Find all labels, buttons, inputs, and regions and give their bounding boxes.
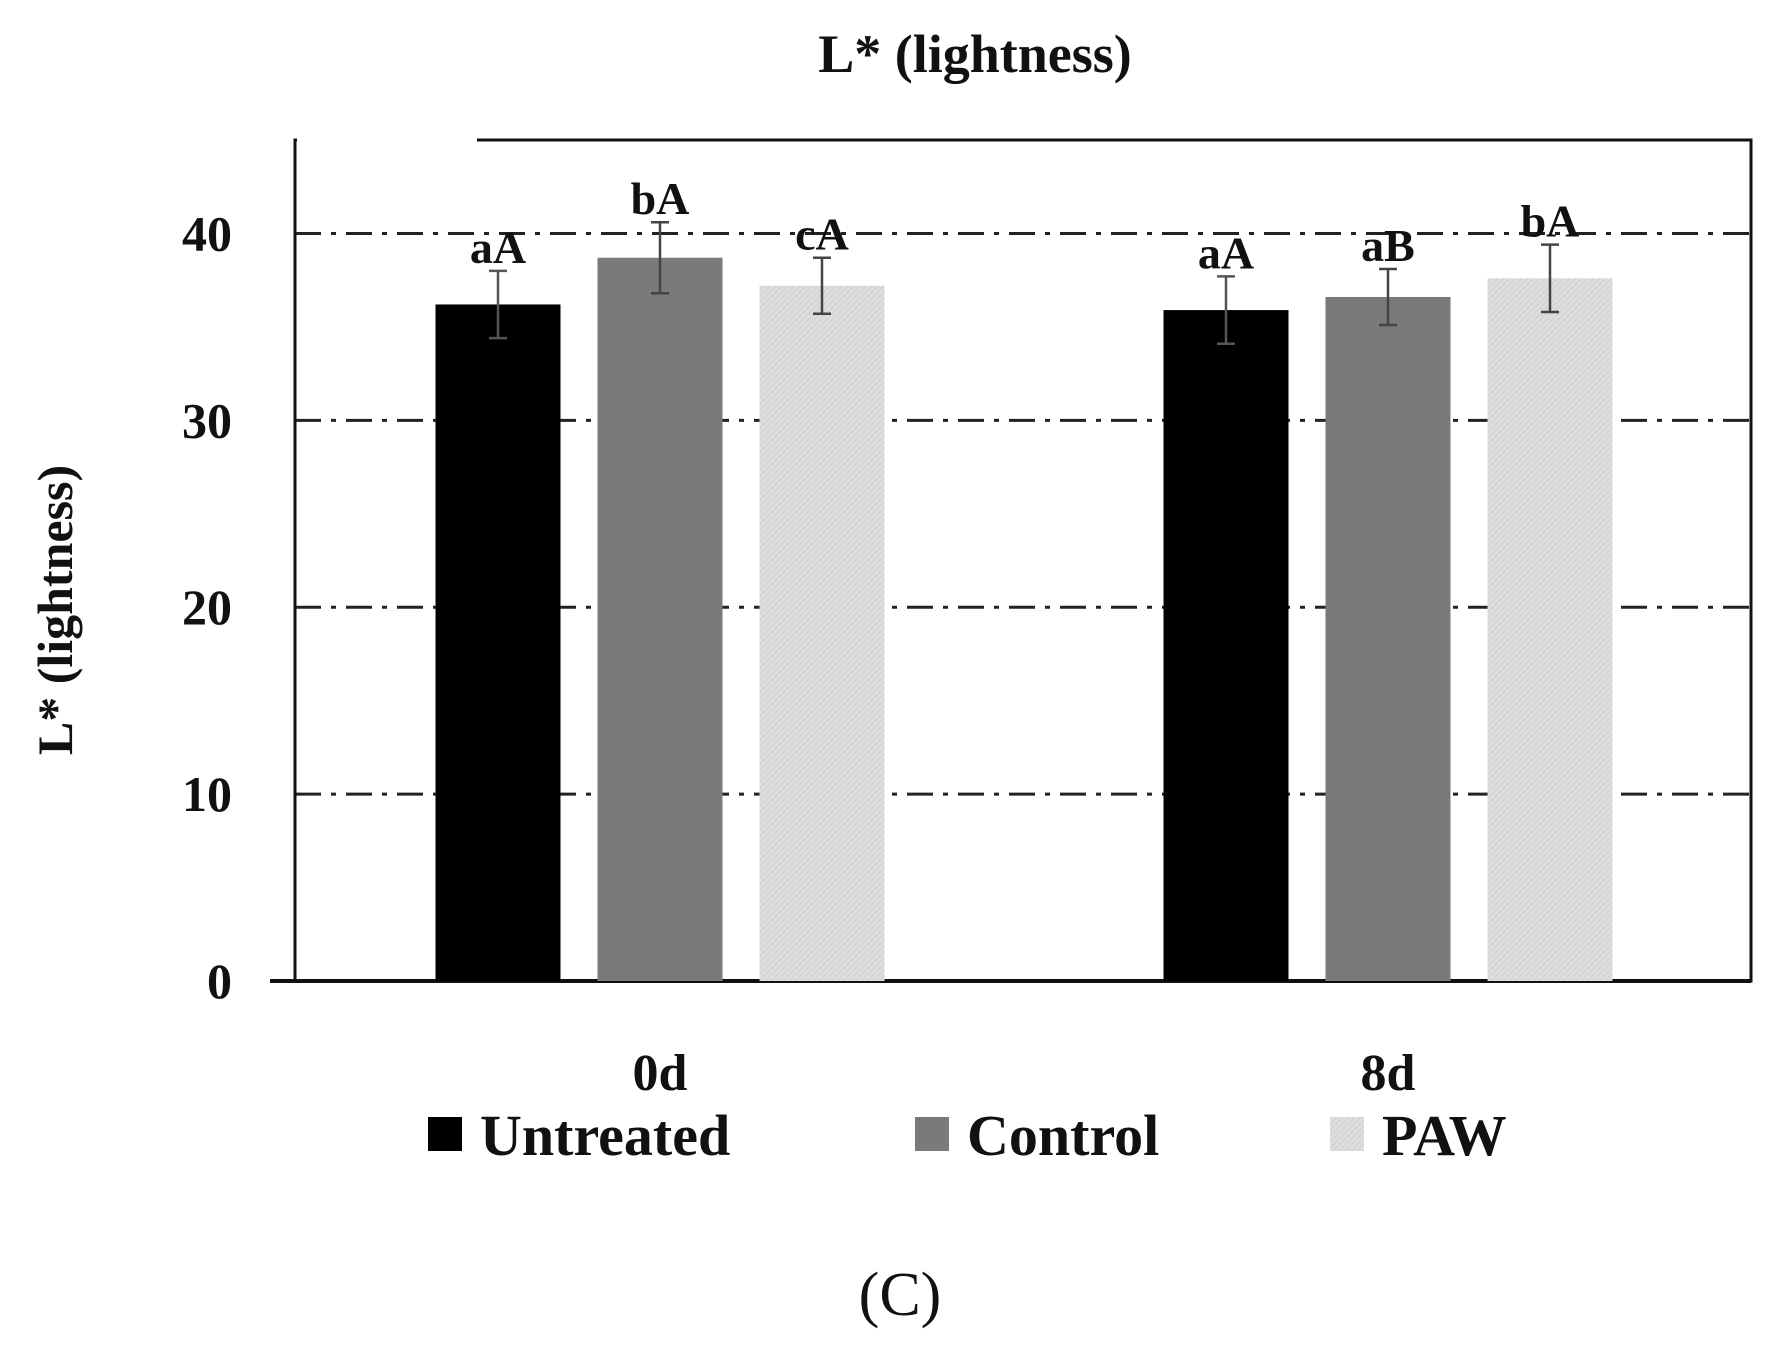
legend: Untreated Control PAW <box>428 1103 1507 1168</box>
panel-label: (C) <box>859 1261 942 1329</box>
bar-paw-0d <box>759 285 885 982</box>
legend-swatch-untreated <box>428 1117 462 1151</box>
significance-label: aA <box>470 222 526 273</box>
legend-swatch-paw <box>1330 1117 1364 1151</box>
y-tick-label: 10 <box>182 766 232 822</box>
bar-paw-8d <box>1487 278 1613 981</box>
legend-label-control: Control <box>967 1103 1159 1168</box>
chart-title: L* (lightness) <box>818 24 1132 84</box>
y-tick-label: 30 <box>182 392 232 448</box>
y-axis-label: L* (lightness) <box>27 465 83 755</box>
x-category-label: 0d <box>633 1045 688 1102</box>
legend-label-paw: PAW <box>1382 1103 1507 1168</box>
bar-untreated-0d <box>435 304 561 981</box>
y-tick-label: 20 <box>182 579 232 635</box>
significance-label: aB <box>1361 220 1415 271</box>
y-tick-label: 40 <box>182 205 232 261</box>
legend-swatch-control <box>915 1117 949 1151</box>
significance-label: cA <box>795 209 849 260</box>
x-axis-categories: 0d 8d <box>633 1045 1416 1102</box>
frame-gap <box>297 137 477 144</box>
significance-label: bA <box>631 173 690 224</box>
bar-control-0d <box>597 257 723 981</box>
bar-control-8d <box>1325 296 1451 981</box>
y-tick-label: 0 <box>207 953 232 1009</box>
y-axis-ticks: 0 10 20 30 40 <box>182 205 232 1009</box>
significance-label: bA <box>1521 196 1580 247</box>
bars: aA bA cA aA aB bA <box>435 173 1613 982</box>
plot-frame <box>293 138 1753 983</box>
bar-untreated-8d <box>1163 310 1289 982</box>
x-category-label: 8d <box>1361 1045 1416 1102</box>
legend-label-untreated: Untreated <box>480 1103 730 1168</box>
significance-label: aA <box>1198 227 1254 278</box>
